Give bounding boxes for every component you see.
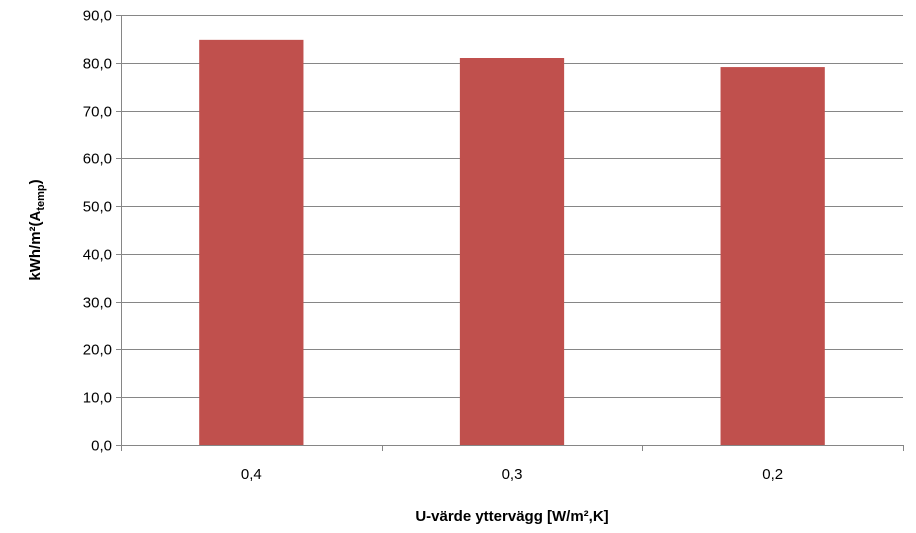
bar	[199, 39, 304, 445]
y-axis-title-subscript: temp	[35, 184, 47, 211]
bar	[720, 67, 825, 446]
x-axis-title: U-värde yttervägg [W/m²,K]	[415, 508, 608, 525]
bar	[459, 58, 565, 445]
x-tick-label: 0,4	[241, 466, 262, 483]
y-tick-label: 40,0	[83, 247, 112, 264]
x-tick-label: 0,2	[762, 466, 783, 483]
y-tick-label: 90,0	[83, 8, 112, 25]
y-axis-title: kWh/m²(Atemp)	[27, 179, 47, 280]
y-tick-label: 10,0	[83, 390, 112, 407]
x-axis-ticks: 0,4 0,3 0,2	[121, 445, 904, 483]
y-tick-label: 50,0	[83, 199, 112, 216]
y-tick-label: 20,0	[83, 342, 112, 359]
bars	[199, 39, 825, 446]
y-tick-label: 30,0	[83, 295, 112, 312]
y-tick-label: 80,0	[83, 56, 112, 73]
y-axis-title-close: )	[27, 179, 44, 184]
y-axis-title-main: kWh/m²(A	[27, 210, 44, 280]
y-tick-label: 0,0	[91, 438, 112, 455]
y-axis-ticks: 0,0 10,0 20,0 30,0 40,0 50,0 60,0 70,0 80,0 90,0	[83, 8, 121, 455]
y-tick-label: 60,0	[83, 151, 112, 168]
y-tick-label: 70,0	[83, 104, 112, 121]
x-tick-label: 0,3	[502, 466, 523, 483]
